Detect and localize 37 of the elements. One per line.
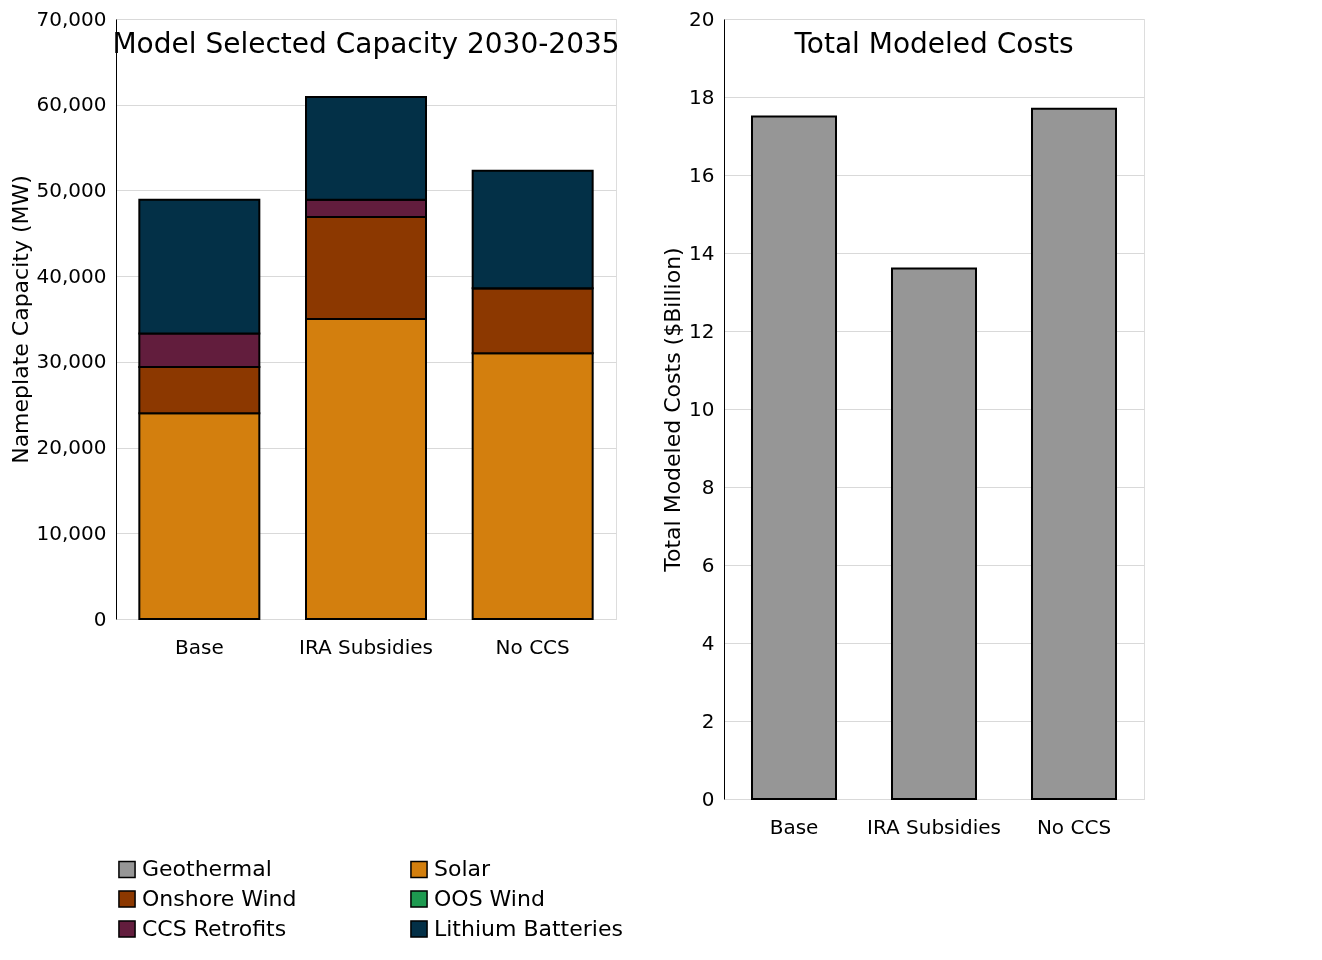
y-axis-title: Nameplate Capacity (MW): [7, 175, 33, 464]
x-tick-label: Base: [769, 814, 819, 839]
legend-label: Lithium Batteries: [434, 916, 623, 941]
bar: [891, 267, 977, 800]
y-tick-label: 16: [689, 162, 715, 187]
y-tick-label: 10: [689, 396, 715, 421]
y-tick-label: 30,000: [36, 349, 107, 374]
y-tick-label: 50,000: [36, 177, 107, 202]
legend-label: Geothermal: [142, 856, 272, 882]
x-tick-label: No CCS: [495, 634, 570, 659]
y-tick-label: 14: [689, 240, 715, 265]
y-tick-label: 40,000: [36, 263, 107, 288]
y-axis-title: Total Modeled Costs ($Billion): [660, 247, 686, 573]
y-tick-label: 10,000: [36, 520, 107, 545]
y-tick-label: 6: [701, 552, 715, 577]
y-tick-label: 8: [701, 474, 715, 499]
y-tick-label: 2: [701, 708, 715, 733]
y-tick-label: 12: [689, 318, 715, 343]
legend-label: CCS Retrofits: [142, 916, 287, 941]
x-tick-label: IRA Subsidies: [298, 634, 434, 659]
y-tick-label: 4: [701, 630, 715, 655]
y-tick-label: 20: [689, 6, 715, 31]
y-tick-label: 0: [701, 786, 715, 811]
y-tick-label: 20,000: [36, 435, 107, 460]
legend-label: Solar: [434, 856, 492, 882]
y-tick-label: 0: [93, 606, 107, 631]
x-tick-label: Base: [174, 634, 224, 659]
x-tick-label: No CCS: [1036, 814, 1112, 839]
bar: [1031, 107, 1117, 800]
y-tick-label: 18: [689, 84, 715, 109]
chart-title: Total Modeled Costs: [793, 27, 1074, 60]
x-tick-label: IRA Subsidies: [866, 814, 1002, 839]
legend-label: OOS Wind: [434, 886, 545, 911]
y-tick-label: 70,000: [36, 6, 107, 31]
bar: [751, 115, 837, 800]
y-tick-label: 60,000: [36, 92, 107, 117]
legend-label: Onshore Wind: [142, 886, 297, 911]
